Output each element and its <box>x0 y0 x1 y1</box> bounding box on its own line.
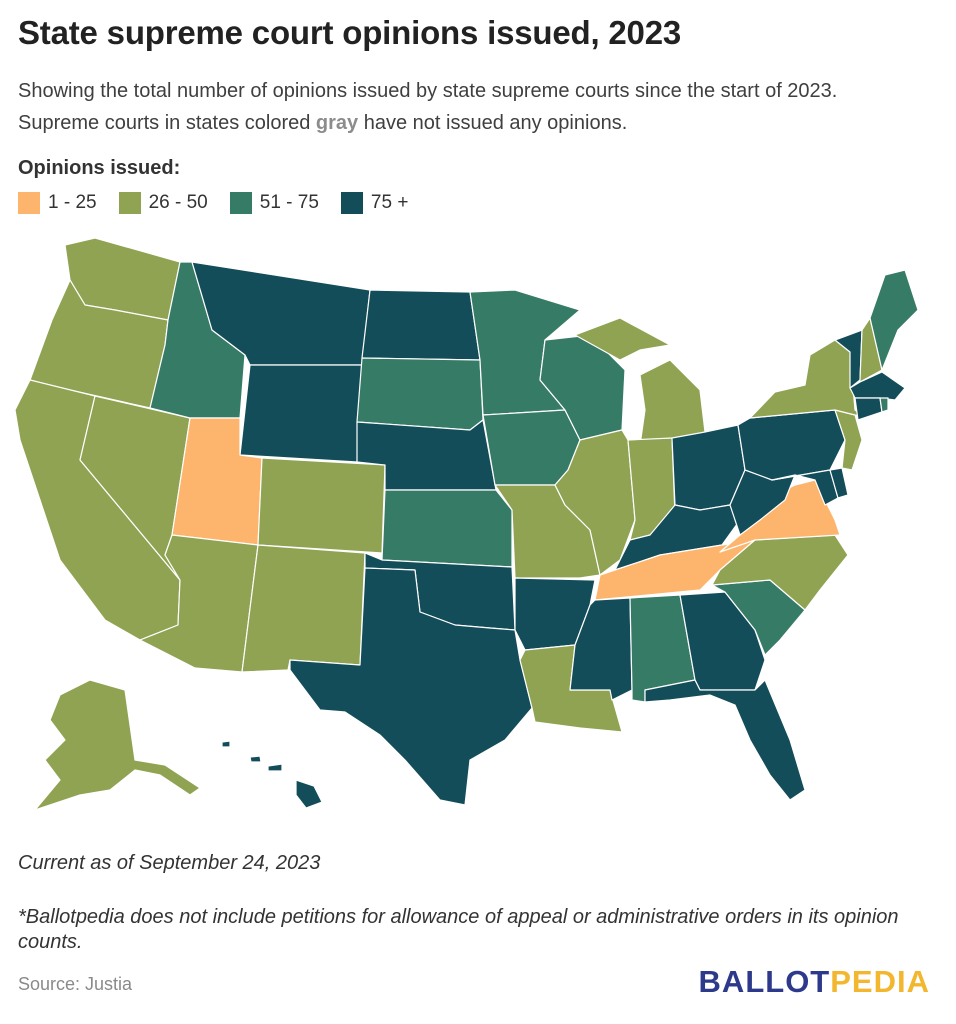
subtitle-line-2-start: Supreme courts in states colored <box>18 112 316 134</box>
state-me[interactable] <box>869 269 919 371</box>
legend-swatch-75-plus <box>340 192 363 214</box>
chart-title: State supreme court opinions issued, 202… <box>18 14 681 51</box>
chart-subtitle: Showing the total number of opinions iss… <box>18 75 948 139</box>
logo-part-pedia: PEDIA <box>830 964 930 999</box>
state-pa[interactable] <box>737 409 846 481</box>
subtitle-gray-word: gray <box>315 112 359 134</box>
state-ak[interactable] <box>34 679 201 811</box>
state-ct[interactable] <box>854 397 883 421</box>
state-ks[interactable] <box>381 489 513 568</box>
legend-swatch-51-75 <box>229 192 252 214</box>
state-ms[interactable] <box>569 597 633 701</box>
state-vt[interactable] <box>834 329 863 389</box>
state-fl[interactable] <box>644 679 806 801</box>
state-nd[interactable] <box>361 289 481 361</box>
state-nh[interactable] <box>859 317 883 383</box>
subtitle-line-2-end: have not issued any opinions. <box>358 112 628 134</box>
legend-item-51-75: 51 - 75 <box>229 192 319 214</box>
legend-swatch-26-50 <box>118 192 141 214</box>
legend-title: Opinions issued: <box>18 157 181 179</box>
legend-label-1-25: 1 - 25 <box>48 192 97 213</box>
legend-item-26-50: 26 - 50 <box>118 192 208 214</box>
state-de[interactable] <box>829 467 849 499</box>
state-sd[interactable] <box>356 357 484 431</box>
legend-label-51-75: 51 - 75 <box>259 192 319 213</box>
legend-item-75-plus: 75 + <box>340 192 409 214</box>
state-hi[interactable] <box>221 740 323 809</box>
us-states-map <box>14 237 919 811</box>
state-nm[interactable] <box>241 544 366 673</box>
state-wy[interactable] <box>239 364 363 463</box>
legend-label-26-50: 26 - 50 <box>148 192 208 213</box>
legend: 1 - 25 26 - 50 51 - 75 75 + <box>18 192 430 214</box>
current-as-of-note: Current as of September 24, 2023 <box>18 852 321 874</box>
source-note: Source: Justia <box>18 974 133 994</box>
subtitle-line-1: Showing the total number of opinions iss… <box>18 80 838 102</box>
logo-part-ballot: BALLOT <box>698 964 831 999</box>
ballotpedia-logo: BALLOTPEDIA <box>699 964 930 1000</box>
legend-item-1-25: 1 - 25 <box>18 192 97 214</box>
footnote: *Ballotpedia does not include petitions … <box>18 906 899 953</box>
state-co[interactable] <box>257 457 386 554</box>
legend-swatch-1-25 <box>18 192 40 214</box>
state-tx[interactable] <box>289 567 533 806</box>
state-ri[interactable] <box>879 397 889 413</box>
legend-label-75-plus: 75 + <box>370 192 409 213</box>
